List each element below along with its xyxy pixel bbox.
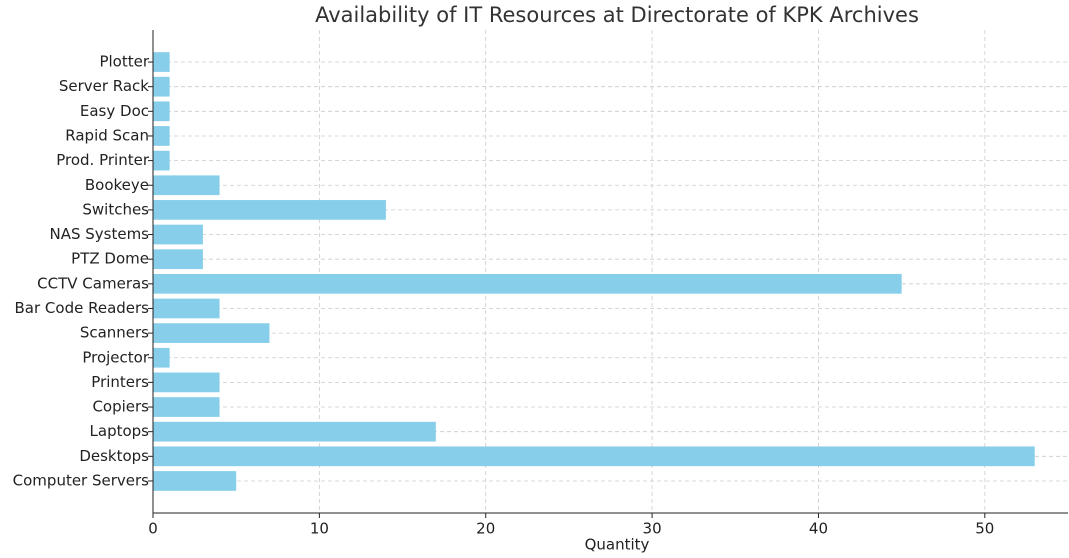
bar: [153, 249, 203, 270]
y-tick-label: Switches: [82, 200, 149, 218]
bar: [153, 200, 386, 220]
x-tick-label: 30: [643, 520, 662, 538]
y-tick-label: Bookeye: [85, 176, 149, 194]
y-tick-label: Laptops: [90, 422, 150, 440]
bar: [153, 52, 170, 72]
bar: [153, 224, 203, 245]
bar: [153, 446, 1035, 467]
x-axis-label: Quantity: [585, 536, 650, 554]
x-tick-label: 20: [476, 520, 495, 538]
bar: [153, 372, 220, 393]
bar: [153, 421, 436, 442]
y-tick-label: Easy Doc: [80, 102, 149, 120]
y-tick-label: Printers: [91, 373, 149, 391]
bar: [153, 76, 170, 97]
bar: [153, 150, 170, 171]
y-tick-label: Scanners: [80, 324, 149, 342]
y-tick-label: Desktops: [79, 447, 149, 465]
bar: [153, 298, 220, 319]
y-tick-label: Server Rack: [59, 77, 149, 95]
bar: [153, 273, 902, 294]
y-tick-label: NAS Systems: [49, 225, 149, 243]
y-tick-label: Bar Code Readers: [15, 299, 150, 317]
x-tick-label: 40: [809, 520, 828, 538]
y-tick-label: Prod. Printer: [56, 151, 150, 169]
y-tick-label: Computer Servers: [13, 471, 150, 489]
y-tick-label: Projector: [82, 348, 149, 366]
bar: [153, 397, 220, 417]
chart-title: Availability of IT Resources at Director…: [315, 3, 919, 27]
y-tick-label: Plotter: [99, 53, 149, 71]
x-tick-label: 10: [310, 520, 329, 538]
bar: [153, 101, 170, 122]
bar: [153, 323, 270, 343]
bar: [153, 347, 170, 368]
y-tick-label: Rapid Scan: [65, 126, 149, 144]
y-tick-label: PTZ Dome: [71, 250, 149, 268]
bar: [153, 175, 220, 196]
y-tick-label: Copiers: [92, 398, 149, 416]
bar: [153, 471, 237, 491]
y-tick-label: CCTV Cameras: [37, 274, 149, 292]
x-tick-label: 50: [975, 520, 994, 538]
x-tick-label: 0: [148, 520, 158, 538]
bar: [153, 126, 170, 146]
